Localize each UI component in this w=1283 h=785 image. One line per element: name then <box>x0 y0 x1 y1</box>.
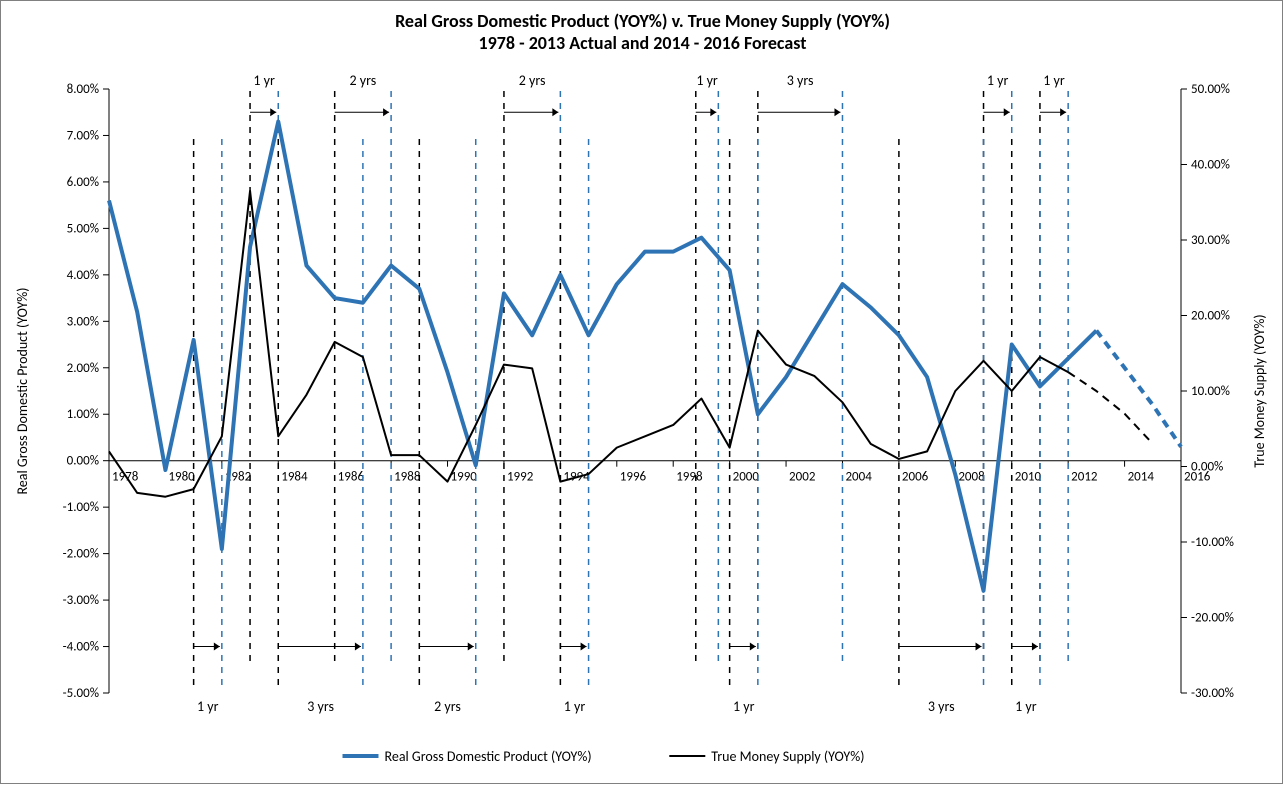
marker-label-bottom: 2 yrs <box>434 698 461 715</box>
x-tick-label: 1990 <box>451 470 478 485</box>
arrowhead-icon <box>750 643 756 651</box>
y-right-tick-label: 40.00% <box>1191 158 1230 173</box>
chart-title-line1: Real Gross Domestic Product (YOY%) v. Tr… <box>395 10 890 32</box>
series-forecast-line <box>1068 372 1153 444</box>
arrowhead-icon <box>834 108 840 116</box>
y-right-tick-label: -10.00% <box>1191 535 1234 550</box>
y-left-tick-label: -4.00% <box>63 640 99 655</box>
marker-label-top: 1 yr <box>253 72 275 89</box>
marker-label-bottom: 3 yrs <box>928 698 955 715</box>
marker-label-bottom: 1 yr <box>564 698 586 715</box>
marker-label-top: 3 yrs <box>787 72 814 89</box>
legend-label: True Money Supply (YOY%) <box>711 748 864 765</box>
arrowhead-icon <box>270 108 276 116</box>
chart-svg: Real Gross Domestic Product (YOY%) v. Tr… <box>1 1 1283 785</box>
y-left-axis-label: Real Gross Domestic Product (YOY%) <box>14 287 31 494</box>
y-left-tick-label: -2.00% <box>63 547 99 562</box>
y-right-axis-label: True Money Supply (YOY%) <box>1251 314 1268 467</box>
y-left-tick-label: 1.00% <box>67 407 99 422</box>
marker-label-top: 2 yrs <box>350 72 377 89</box>
arrowhead-icon <box>581 643 587 651</box>
marker-label-bottom: 1 yr <box>197 698 219 715</box>
x-tick-label: 2000 <box>733 470 760 485</box>
x-tick-label: 2002 <box>789 470 816 485</box>
x-tick-label: 1980 <box>168 470 195 485</box>
x-tick-label: 1998 <box>676 470 703 485</box>
marker-label-top: 1 yr <box>1043 72 1065 89</box>
y-right-tick-label: -20.00% <box>1191 611 1234 626</box>
marker-label-bottom: 3 yrs <box>307 698 334 715</box>
x-tick-label: 2016 <box>1184 470 1211 485</box>
x-tick-label: 2014 <box>1128 470 1155 485</box>
legend-label: Real Gross Domestic Product (YOY%) <box>385 748 592 765</box>
y-right-tick-label: -30.00% <box>1191 686 1234 701</box>
arrowhead-icon <box>355 643 361 651</box>
x-tick-label: 2004 <box>845 470 872 485</box>
y-right-tick-label: 50.00% <box>1191 82 1230 97</box>
y-left-tick-label: 7.00% <box>67 128 99 143</box>
y-left-tick-label: 5.00% <box>67 221 99 236</box>
marker-label-bottom: 1 yr <box>1015 698 1037 715</box>
x-tick-label: 2008 <box>958 470 985 485</box>
y-right-tick-label: 20.00% <box>1191 309 1230 324</box>
x-tick-label: 1984 <box>281 470 308 485</box>
y-left-tick-label: -5.00% <box>63 686 99 701</box>
marker-label-top: 2 yrs <box>519 72 546 89</box>
arrowhead-icon <box>383 108 389 116</box>
y-left-tick-label: 3.00% <box>67 314 99 329</box>
y-left-tick-label: -3.00% <box>63 593 99 608</box>
y-left-tick-label: 6.00% <box>67 175 99 190</box>
chart-title-line2: 1978 - 2013 Actual and 2014 - 2016 Forec… <box>479 32 807 54</box>
marker-label-top: 1 yr <box>987 72 1009 89</box>
chart-container: Real Gross Domestic Product (YOY%) v. Tr… <box>0 0 1283 784</box>
x-tick-label: 1996 <box>620 470 647 485</box>
arrowhead-icon <box>1004 108 1010 116</box>
x-tick-label: 2012 <box>1071 470 1098 485</box>
x-tick-label: 1988 <box>394 470 421 485</box>
arrowhead-icon <box>976 643 982 651</box>
x-tick-label: 2010 <box>1015 470 1042 485</box>
y-left-tick-label: 8.00% <box>67 82 99 97</box>
y-right-tick-label: 10.00% <box>1191 384 1230 399</box>
arrowhead-icon <box>468 643 474 651</box>
arrowhead-icon <box>1032 643 1038 651</box>
x-tick-label: 2006 <box>902 470 929 485</box>
y-left-tick-label: 2.00% <box>67 361 99 376</box>
arrowhead-icon <box>710 108 716 116</box>
y-left-tick-label: 0.00% <box>67 454 99 469</box>
marker-label-top: 1 yr <box>696 72 718 89</box>
x-tick-label: 1992 <box>507 470 534 485</box>
y-left-tick-label: 4.00% <box>67 268 99 283</box>
arrowhead-icon <box>552 108 558 116</box>
y-right-tick-label: 30.00% <box>1191 233 1230 248</box>
y-left-tick-label: -1.00% <box>63 500 99 515</box>
arrowhead-icon <box>214 643 220 651</box>
marker-label-bottom: 1 yr <box>733 698 755 715</box>
x-tick-label: 1986 <box>338 470 365 485</box>
legend: Real Gross Domestic Product (YOY%) True M… <box>343 748 865 765</box>
series-line <box>109 122 1096 591</box>
arrowhead-icon <box>1060 108 1066 116</box>
